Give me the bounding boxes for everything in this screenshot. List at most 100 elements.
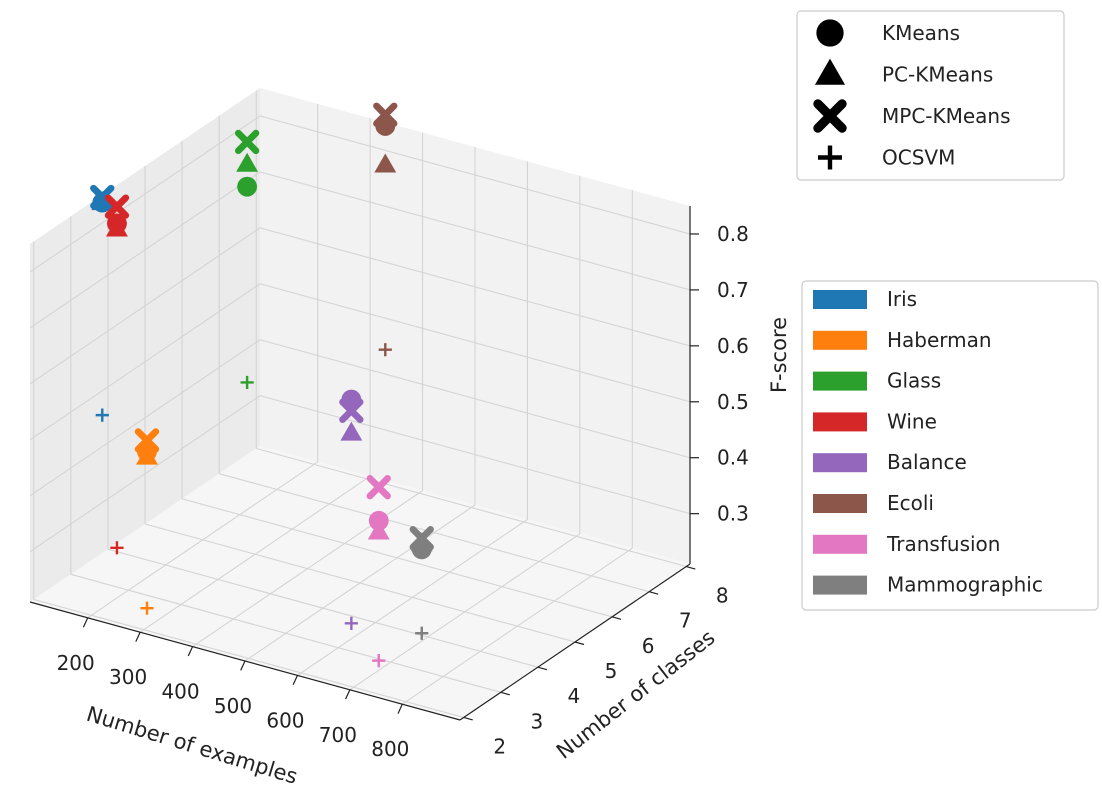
x-tick-label: 200 bbox=[57, 651, 95, 675]
z-tick-label: 0.4 bbox=[717, 446, 749, 470]
grid-line bbox=[144, 523, 576, 643]
dataset-legend-label: Mammographic bbox=[887, 573, 1043, 597]
grid-line bbox=[259, 283, 691, 403]
tick-mark bbox=[649, 591, 659, 595]
data-point-balance-ocsvm bbox=[344, 616, 358, 630]
grid-line bbox=[70, 573, 501, 693]
dataset-legend: Iris Haberman Glass Wine Balance Ecoli Transfu… bbox=[801, 280, 1099, 611]
circle-marker-icon bbox=[816, 19, 844, 47]
data-point-wine-pc-kmeans bbox=[106, 217, 128, 237]
grid-line bbox=[259, 171, 691, 291]
y-tick-label: 4 bbox=[568, 684, 581, 708]
data-point-ecoli-ocsvm bbox=[378, 343, 392, 357]
x-marker-icon bbox=[813, 99, 847, 133]
dataset-legend-label: Ecoli bbox=[887, 491, 934, 515]
data-point-mammographic-ocsvm bbox=[415, 626, 429, 640]
grid-line bbox=[259, 339, 691, 459]
legend-swatch-balance bbox=[813, 453, 867, 473]
tick-mark bbox=[611, 616, 622, 620]
data-point-transfusion-ocsvm bbox=[372, 654, 386, 668]
legend-swatch-mammographic bbox=[813, 575, 867, 595]
data-point-wine-ocsvm bbox=[110, 541, 124, 555]
data-point-transfusion-mpc-kmeans bbox=[366, 475, 391, 500]
grid-line bbox=[29, 339, 261, 497]
grid-line bbox=[259, 115, 691, 235]
legend-swatch-ecoli bbox=[813, 494, 867, 513]
tick-mark bbox=[500, 691, 510, 696]
data-point-balance-mpc-kmeans bbox=[339, 398, 364, 423]
axes-grid bbox=[29, 90, 691, 719]
data-point-haberman-ocsvm bbox=[140, 601, 154, 615]
triangle-marker-icon bbox=[814, 58, 846, 85]
grid-line bbox=[29, 395, 261, 553]
tick-mark bbox=[537, 666, 548, 671]
data-point-glass-mpc-kmeans bbox=[234, 129, 260, 155]
tick-mark bbox=[240, 660, 246, 671]
method-legend-label: KMeans bbox=[882, 21, 960, 45]
grid-line bbox=[259, 227, 691, 347]
method-legend-frame bbox=[796, 10, 1065, 181]
tick-mark bbox=[345, 689, 351, 700]
data-point-balance-pc-kmeans bbox=[340, 421, 363, 441]
tick-mark bbox=[82, 617, 89, 628]
method-legend-label: PC-KMeans bbox=[882, 63, 993, 87]
y-tick-label: 3 bbox=[530, 709, 543, 733]
tick-mark bbox=[292, 675, 298, 686]
tick-mark bbox=[463, 716, 473, 721]
dataset-legend-frame bbox=[801, 280, 1099, 611]
data-point-iris-ocsvm bbox=[95, 408, 109, 422]
grid-line bbox=[256, 447, 687, 568]
y-tick-label: 7 bbox=[679, 609, 692, 633]
tick-mark bbox=[686, 565, 696, 570]
data-point-glass-ocsvm bbox=[240, 375, 254, 390]
y-tick-label: 6 bbox=[642, 634, 655, 658]
plus-marker-icon bbox=[818, 145, 842, 170]
grid-line bbox=[219, 473, 650, 593]
dataset-legend-label: Glass bbox=[887, 369, 941, 393]
dataset-legend-label: Transfusion bbox=[886, 532, 1000, 556]
data-point-glass-pc-kmeans bbox=[236, 152, 259, 172]
y-tick-label: 5 bbox=[605, 659, 618, 683]
z-tick-label: 0.3 bbox=[717, 502, 749, 526]
method-legend-label: OCSVM bbox=[882, 146, 955, 170]
tick-mark bbox=[397, 703, 403, 714]
dataset-legend-label: Wine bbox=[887, 409, 937, 433]
grid-line bbox=[259, 395, 691, 515]
grid-line bbox=[33, 598, 464, 719]
method-legend-label: MPC-KMeans bbox=[882, 104, 1011, 128]
data-point-glass-kmeans bbox=[237, 176, 258, 197]
legend-swatch-transfusion bbox=[813, 534, 867, 554]
legend-swatch-iris bbox=[813, 290, 867, 309]
z-tick-label: 0.8 bbox=[717, 222, 749, 246]
method-legend: KMeans PC-KMeans MPC-KMeans OCSVM bbox=[796, 10, 1065, 181]
data-point-haberman-pc-kmeans bbox=[136, 445, 158, 465]
data-points bbox=[90, 102, 434, 668]
data-point-ecoli-mpc-kmeans bbox=[373, 102, 398, 127]
tick-mark bbox=[187, 646, 194, 657]
dataset-legend-label: Balance bbox=[887, 450, 967, 474]
y-tick-label: 8 bbox=[716, 584, 729, 608]
x-tick-label: 400 bbox=[161, 680, 199, 704]
x-tick-label: 700 bbox=[319, 723, 357, 747]
grid-line bbox=[29, 171, 261, 329]
x-tick-label: 600 bbox=[266, 708, 304, 732]
grid-line bbox=[29, 227, 261, 385]
z-tick-label: 0.7 bbox=[717, 278, 749, 302]
legend-swatch-glass bbox=[813, 371, 867, 391]
data-point-iris-mpc-kmeans bbox=[90, 184, 115, 210]
x-tick-label: 800 bbox=[371, 737, 409, 761]
z-tick-label: 0.6 bbox=[717, 334, 749, 358]
z-axis-label: F-score bbox=[767, 317, 791, 393]
x-tick-label: 300 bbox=[109, 665, 147, 689]
x-tick-label: 500 bbox=[214, 694, 252, 718]
tick-mark bbox=[135, 631, 141, 642]
z-tick-label: 0.5 bbox=[717, 390, 749, 414]
dataset-legend-label: Haberman bbox=[887, 328, 992, 352]
legend-swatch-haberman bbox=[813, 330, 867, 350]
data-point-ecoli-pc-kmeans bbox=[374, 153, 397, 173]
tick-mark bbox=[574, 641, 585, 646]
data-point-mammographic-mpc-kmeans bbox=[409, 525, 434, 551]
grid-line bbox=[107, 548, 539, 668]
